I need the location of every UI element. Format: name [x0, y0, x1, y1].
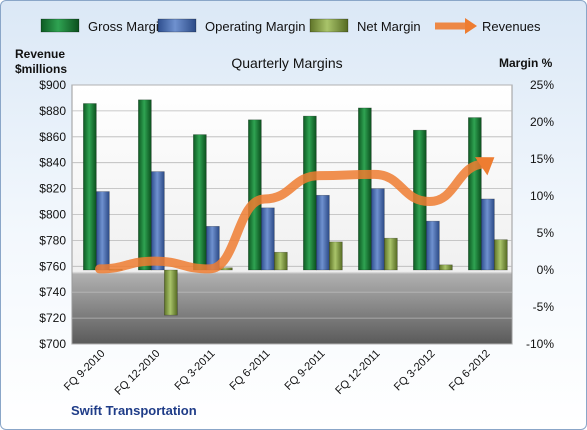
- x-tick-label: FQ 12-2011: [333, 348, 382, 397]
- legend-swatch-operating-margin: [157, 18, 197, 33]
- right-tick-label: 15%: [530, 152, 554, 166]
- bar-net-margin: [439, 264, 453, 271]
- bar-gross-margin: [468, 117, 482, 271]
- chart-title: Quarterly Margins: [231, 55, 342, 71]
- bar-net-margin: [329, 241, 343, 271]
- bar-operating-margin: [151, 171, 165, 271]
- x-tick-label: FQ 9-2010: [62, 348, 108, 394]
- right-tick-label: 20%: [530, 115, 554, 129]
- x-tick-label: FQ 9-2011: [283, 348, 328, 393]
- left-tick-label: $860: [39, 130, 66, 144]
- bar-gross-margin: [193, 134, 207, 271]
- bar-net-margin: [494, 239, 508, 271]
- bar-operating-margin: [261, 207, 275, 271]
- bar-gross-margin: [358, 107, 372, 271]
- x-tick-label: FQ 6-2011: [228, 348, 273, 393]
- left-tick-label: $900: [39, 78, 66, 92]
- legend-arrow-icon: [465, 18, 477, 34]
- bars: [83, 99, 508, 316]
- x-axis-ticks: FQ 9-2010 FQ 12-2010 FQ 3-2011 FQ 6-2011 FQ …: [62, 348, 493, 398]
- left-axis-label-line1: Revenue: [15, 47, 65, 61]
- x-tick-label: FQ 12-2010: [113, 348, 163, 398]
- bar-operating-margin: [316, 194, 330, 271]
- bar-net-margin: [384, 237, 398, 271]
- legend-swatch-net-margin: [309, 18, 349, 33]
- legend-label: Gross Margin: [88, 19, 166, 34]
- left-tick-label: $740: [39, 285, 66, 299]
- left-axis-ticks: $700 $720 $740 $760 $780 $800 $820 $840 $860 $880…: [39, 78, 66, 351]
- x-tick-label: FQ 6-2012: [447, 348, 493, 394]
- revenue-line: [95, 157, 495, 274]
- left-tick-label: $720: [39, 311, 66, 325]
- right-tick-label: 0%: [537, 263, 555, 277]
- left-tick-label: $780: [39, 233, 66, 247]
- legend-label: Net Margin: [357, 19, 421, 34]
- legend-label: Operating Margin: [205, 19, 305, 34]
- bar-gross-margin: [248, 119, 262, 271]
- bar-gross-margin: [303, 115, 317, 271]
- bar-gross-margin: [138, 99, 152, 271]
- right-axis-ticks: -10% -5% 0% 5% 10% 15% 20% 25%: [526, 78, 554, 351]
- right-tick-label: 10%: [530, 189, 554, 203]
- right-axis-label: Margin %: [499, 56, 553, 70]
- legend-swatch-gross-margin: [40, 18, 80, 33]
- left-tick-label: $800: [39, 208, 66, 222]
- legend-label: Revenues: [482, 19, 541, 34]
- left-tick-label: $880: [39, 104, 66, 118]
- left-tick-label: $700: [39, 337, 66, 351]
- right-tick-label: 25%: [530, 78, 554, 92]
- bar-net-margin: [274, 251, 288, 271]
- bar-operating-margin: [481, 198, 495, 271]
- revenue-series-line: [95, 159, 489, 274]
- left-tick-label: $840: [39, 156, 66, 170]
- right-tick-label: 5%: [537, 226, 555, 240]
- bar-operating-margin: [426, 220, 440, 271]
- x-tick-label: FQ 3-2011: [173, 348, 218, 393]
- bar-operating-margin: [96, 191, 110, 271]
- right-tick-label: -10%: [526, 337, 554, 351]
- legend: Gross Margin Operating Margin Net Margin Re…: [40, 18, 541, 34]
- left-tick-label: $820: [39, 182, 66, 196]
- revenue-arrowhead: [474, 157, 495, 176]
- left-axis-label-line2: $millions: [15, 62, 67, 76]
- footer-label: Swift Transportation: [71, 403, 197, 418]
- left-tick-label: $760: [39, 259, 66, 273]
- right-tick-label: -5%: [533, 300, 555, 314]
- bar-operating-margin: [371, 188, 385, 271]
- bar-net-margin: [164, 269, 178, 316]
- x-tick-label: FQ 3-2012: [392, 348, 438, 394]
- bar-gross-margin: [83, 103, 97, 271]
